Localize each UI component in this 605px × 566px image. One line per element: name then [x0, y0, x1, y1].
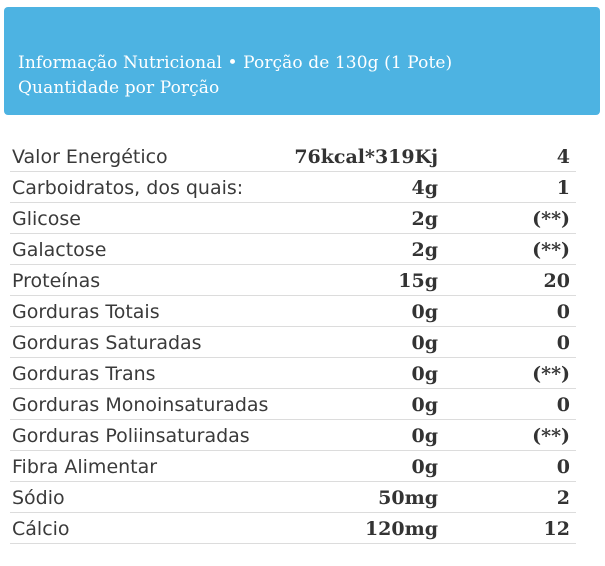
nutrient-name: Gorduras Totais [12, 301, 160, 323]
nutrient-daily-value: 20 [543, 270, 570, 292]
nutrient-name: Gorduras Trans [12, 363, 156, 385]
nutrient-daily-value: 0 [556, 332, 570, 354]
nutrient-row: Sódio 50mg 2 [10, 482, 576, 513]
nutrient-daily-value: (**) [532, 425, 570, 447]
nutrient-amount: 2g [411, 208, 438, 230]
nutrient-name: Carboidratos, dos quais: [12, 177, 244, 199]
nutrient-daily-value: (**) [532, 363, 570, 385]
nutrient-daily-value: (**) [532, 239, 570, 261]
nutrient-row: Valor Energético 76kcal*319Kj 4 [10, 141, 576, 172]
nutrient-name: Fibra Alimentar [12, 456, 158, 478]
nutrient-amount: 15g [398, 270, 438, 292]
nutrient-name: Valor Energético [12, 146, 168, 168]
nutrient-amount: 120mg [364, 518, 438, 540]
nutrient-row: Carboidratos, dos quais: 4g 1 [10, 172, 576, 203]
nutrient-row: Gorduras Poliinsaturadas 0g (**) [10, 420, 576, 451]
nutrient-daily-value: 0 [556, 301, 570, 323]
nutrient-amount: 0g [411, 456, 438, 478]
nutrient-name: Proteínas [12, 270, 101, 292]
nutrient-daily-value: 12 [543, 518, 570, 540]
nutrient-amount: 76kcal*319Kj [294, 146, 438, 168]
nutrient-name: Sódio [12, 487, 65, 509]
nutrient-row: Cálcio 120mg 12 [10, 513, 576, 544]
nutrient-amount: 0g [411, 394, 438, 416]
nutrient-amount: 4g [411, 177, 438, 199]
nutrition-header: Informação Nutricional • Porção de 130g … [4, 7, 600, 115]
nutrient-amount: 0g [411, 332, 438, 354]
nutrient-daily-value: (**) [532, 208, 570, 230]
nutrient-name: Galactose [12, 239, 107, 261]
nutrient-daily-value: 4 [556, 146, 570, 168]
nutrient-name: Gorduras Monoinsaturadas [12, 394, 269, 416]
nutrient-amount: 0g [411, 301, 438, 323]
nutrient-row: Glicose 2g (**) [10, 203, 576, 234]
nutrient-row: Proteínas 15g 20 [10, 265, 576, 296]
nutrient-row: Gorduras Trans 0g (**) [10, 358, 576, 389]
nutrient-name: Glicose [12, 208, 81, 230]
nutrient-row: Gorduras Saturadas 0g 0 [10, 327, 576, 358]
nutrient-name: Gorduras Saturadas [12, 332, 202, 354]
header-title: Informação Nutricional • Porção de 130g … [18, 53, 453, 73]
nutrient-daily-value: 0 [556, 456, 570, 478]
nutrient-row: Gorduras Monoinsaturadas 0g 0 [10, 389, 576, 420]
nutrient-row: Gorduras Totais 0g 0 [10, 296, 576, 327]
nutrition-table: Valor Energético 76kcal*319Kj 4 Carboidrato… [10, 141, 576, 544]
nutrient-name: Gorduras Poliinsaturadas [12, 425, 250, 447]
nutrient-amount: 2g [411, 239, 438, 261]
nutrient-name: Cálcio [12, 518, 70, 540]
nutrient-amount: 0g [411, 363, 438, 385]
header-subtitle: Quantidade por Porção [18, 78, 220, 98]
nutrient-row: Fibra Alimentar 0g 0 [10, 451, 576, 482]
nutrient-row: Galactose 2g (**) [10, 234, 576, 265]
nutrient-daily-value: 1 [556, 177, 570, 199]
nutrient-daily-value: 0 [556, 394, 570, 416]
nutrient-daily-value: 2 [556, 487, 570, 509]
nutrient-amount: 0g [411, 425, 438, 447]
nutrient-amount: 50mg [378, 487, 438, 509]
